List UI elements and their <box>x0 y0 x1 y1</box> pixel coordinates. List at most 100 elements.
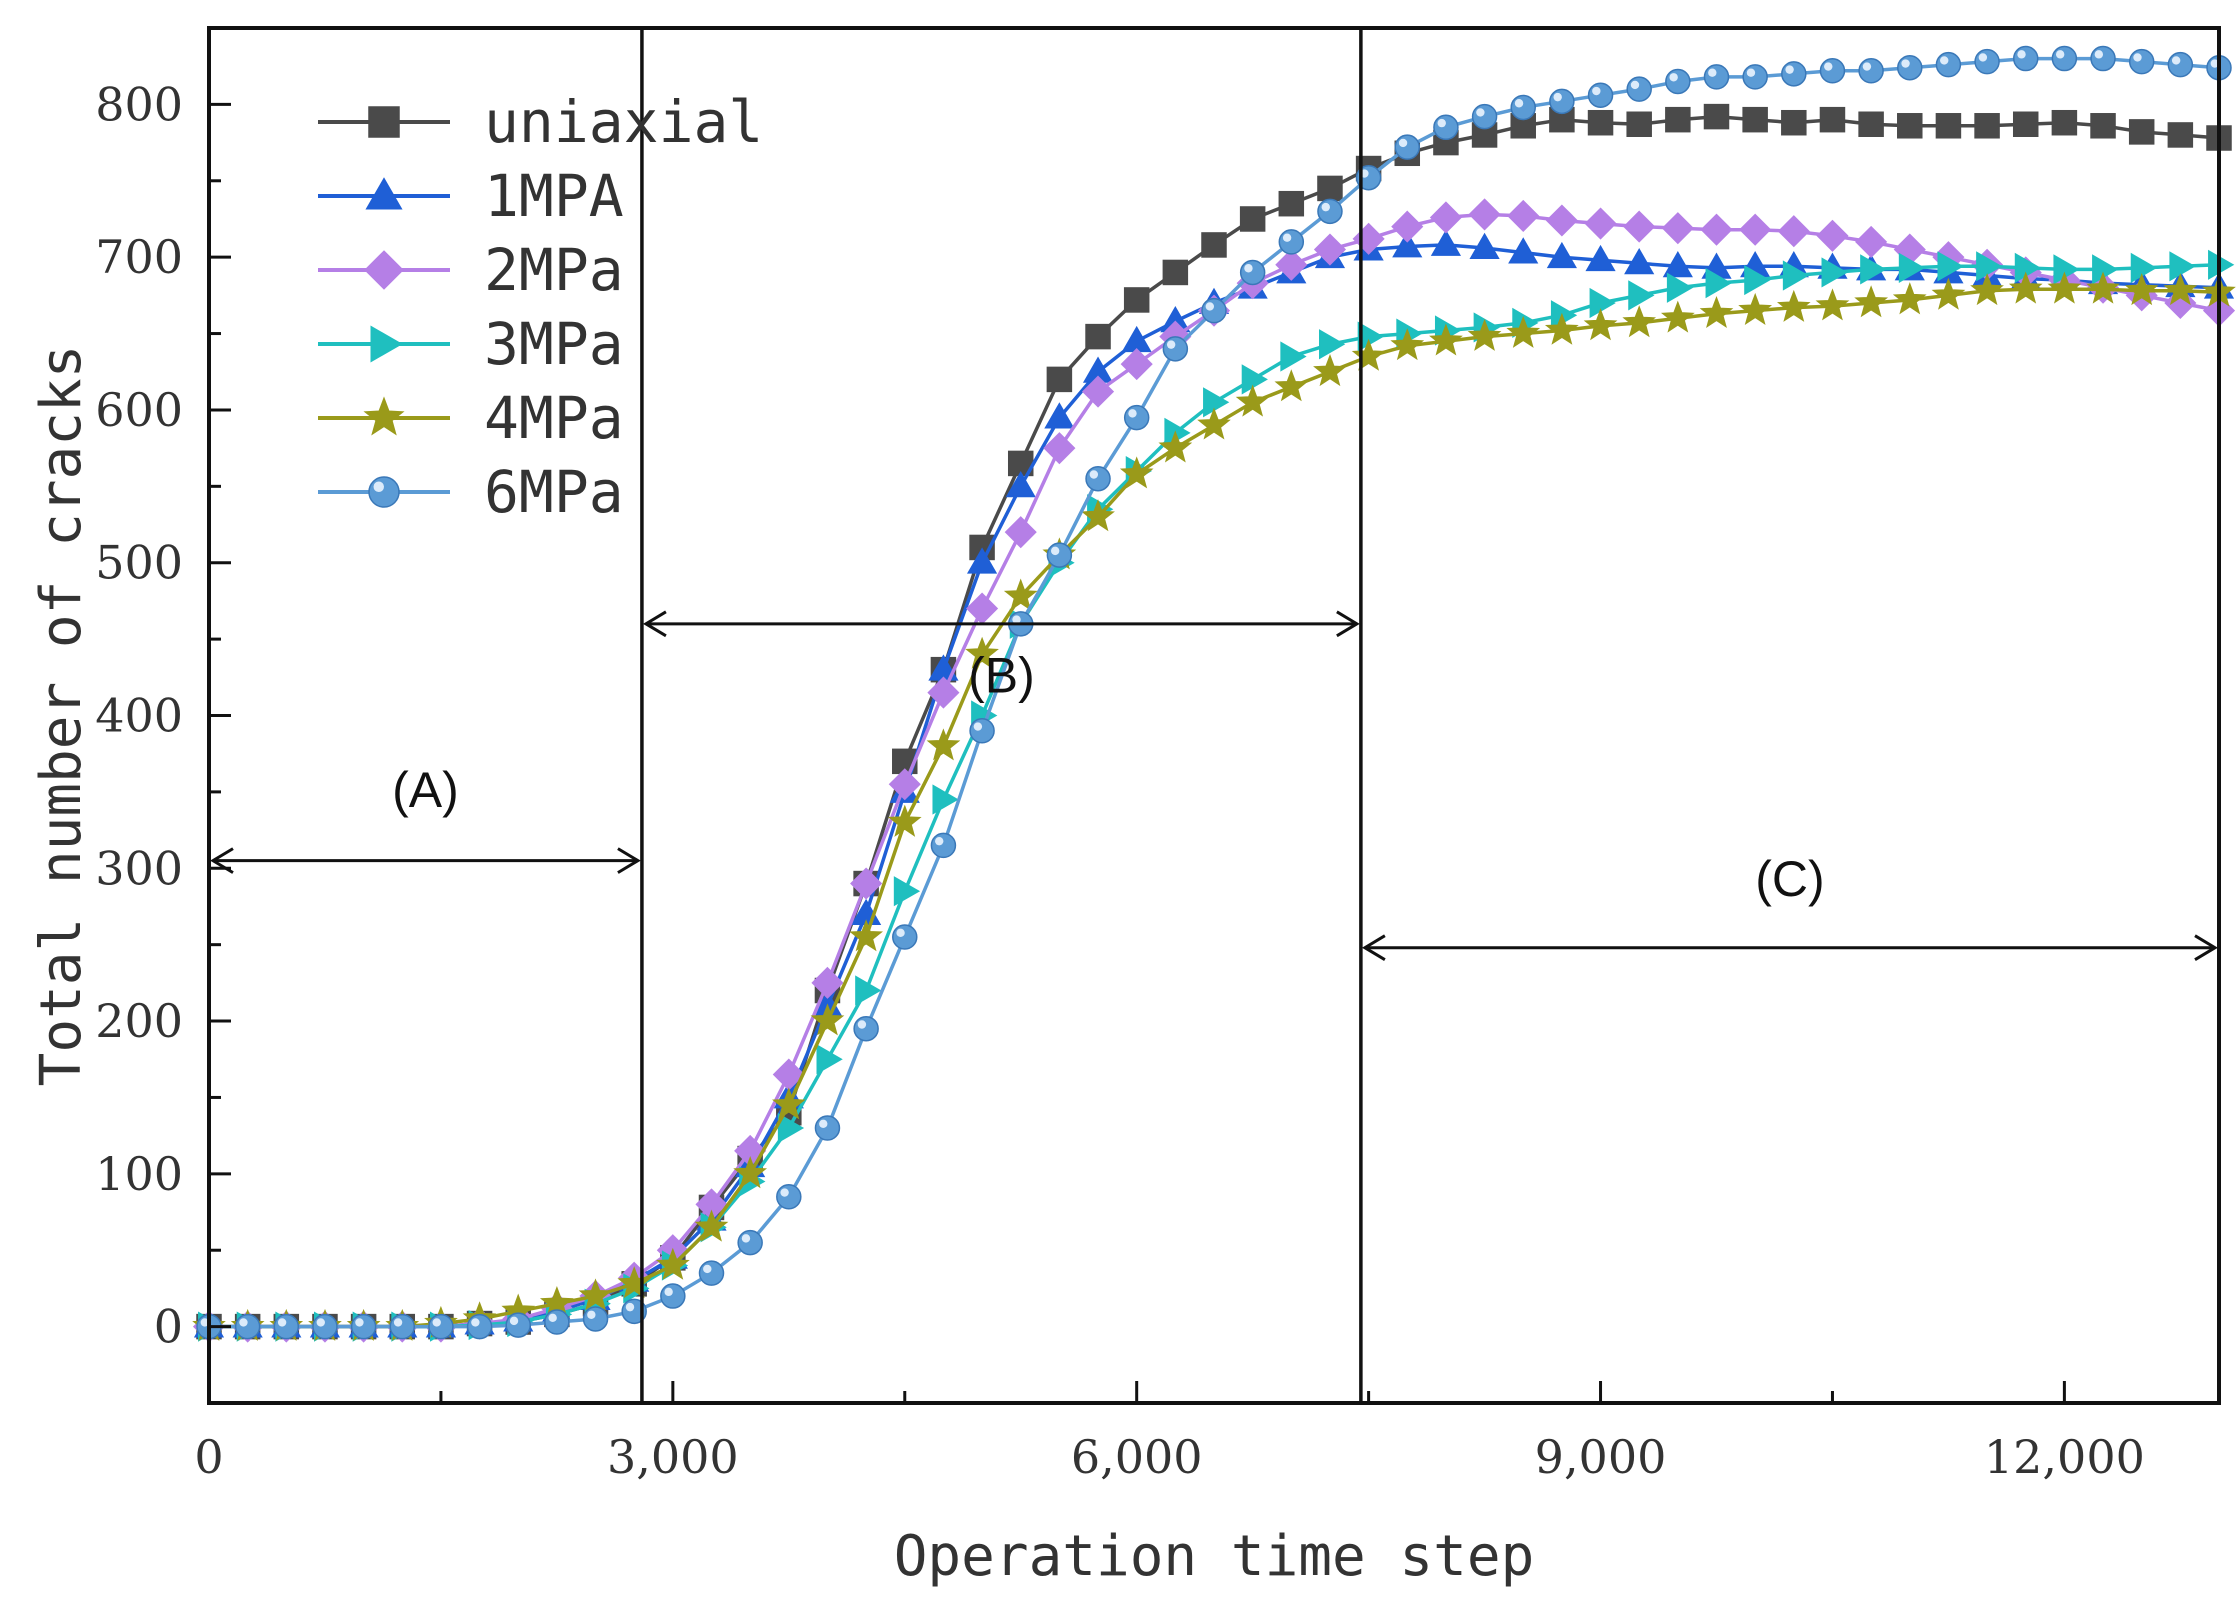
data-point-6MPa-highlight <box>1746 68 1756 77</box>
data-point-6MPa-highlight <box>1437 118 1446 128</box>
data-point-6MPa-highlight <box>2210 59 2219 68</box>
data-point-2MPa <box>1816 219 1849 252</box>
data-point-3MPa <box>1357 321 1384 352</box>
data-point-4MPa <box>1660 300 1695 333</box>
data-point-6MPa-highlight <box>741 1234 751 1243</box>
data-point-6MPa-body <box>1394 134 1421 160</box>
data-point-4MPa <box>1197 407 1231 440</box>
y-tick-label: 200 <box>95 994 183 1048</box>
data-point-6MPa <box>892 924 918 950</box>
data-point-4MPa <box>617 1266 652 1299</box>
data-point-3MPa <box>1976 251 2003 282</box>
data-point-4MPa <box>1931 277 1966 310</box>
data-point-3MPa <box>2092 254 2119 285</box>
y-tick-label: 500 <box>95 536 183 590</box>
region-boundaries <box>640 28 1363 1403</box>
legend-swatch-marker <box>365 177 403 210</box>
data-point-6MPa-highlight <box>1940 56 1949 65</box>
data-point-6MPa-body <box>1433 114 1459 141</box>
data-point-6MPa-highlight <box>1708 68 1717 77</box>
data-point-6MPa-body <box>1278 229 1305 255</box>
data-point-6MPa-highlight <box>1978 53 1988 62</box>
data-point-1MPA <box>1508 237 1539 264</box>
data-point-6MPa-highlight <box>1514 99 1524 108</box>
data-point-6MPa-body <box>1549 88 1575 115</box>
data-point-4MPa <box>1970 273 2004 306</box>
data-point-6MPa <box>1471 103 1498 130</box>
data-point-6MPa-highlight <box>355 1318 364 1327</box>
x-tick-label: 12,000 <box>1984 1430 2145 1484</box>
data-point-6MPa-body <box>1935 51 1962 78</box>
data-point-6MPa-body <box>2167 51 2194 78</box>
legend-swatch-marker <box>364 250 404 290</box>
data-point-6MPa-body <box>1123 404 1150 431</box>
data-point-4MPa <box>1158 430 1193 463</box>
data-point-6MPa-body <box>1085 465 1111 492</box>
data-point-6MPa-body <box>2128 48 2155 75</box>
data-point-6MPa <box>1510 94 1536 121</box>
data-point-6MPa-body <box>1201 297 1227 324</box>
annotation-label: (B) <box>968 648 1035 704</box>
data-point-6MPa <box>1394 134 1421 160</box>
data-point-uniaxial <box>1085 323 1111 350</box>
data-point-6MPa-highlight <box>2055 50 2065 59</box>
data-point-4MPa <box>1622 305 1657 338</box>
data-point-uniaxial <box>1278 190 1305 217</box>
data-point-1MPA <box>1392 231 1423 258</box>
legend-item-6MPa: 6MPa <box>318 458 624 526</box>
data-point-uniaxial <box>1858 111 1884 137</box>
data-point-6MPa <box>505 1312 531 1338</box>
data-point-6MPa-highlight <box>1630 80 1640 90</box>
data-point-6MPa <box>1123 404 1150 431</box>
data-point-3MPa <box>855 975 882 1006</box>
data-point-3MPa <box>816 1044 843 1075</box>
legend-swatch-marker <box>368 476 400 508</box>
data-point-6MPa-body <box>853 1015 879 1042</box>
data-point-2MPa <box>1584 207 1617 240</box>
data-point-3MPa <box>1319 329 1346 360</box>
data-point-uniaxial <box>1742 106 1768 133</box>
data-point-uniaxial <box>2051 109 2078 136</box>
data-point-6MPa-body <box>312 1313 338 1340</box>
data-point-3MPa <box>1241 364 1268 395</box>
data-point-6MPa <box>1781 61 1807 87</box>
data-point-6MPa-highlight <box>587 1310 596 1319</box>
data-point-2MPa <box>1313 233 1347 266</box>
data-point-6MPa <box>1974 48 2000 75</box>
data-point-2MPa <box>927 676 960 709</box>
data-point-3MPa <box>2169 251 2196 282</box>
data-point-uniaxial <box>1162 259 1189 286</box>
data-point-6MPa-highlight <box>1553 92 1562 102</box>
data-point-4MPa <box>771 1087 806 1120</box>
data-point-6MPa <box>1433 114 1459 141</box>
data-point-uniaxial <box>1703 103 1730 130</box>
data-point-4MPa <box>1506 315 1541 348</box>
data-point-2MPa <box>1468 198 1501 231</box>
data-point-2MPa <box>1043 432 1076 465</box>
data-point-6MPa-highlight <box>277 1318 287 1327</box>
data-point-uniaxial <box>1046 366 1073 393</box>
data-point-6MPa <box>2051 45 2078 72</box>
data-point-6MPa <box>1201 297 1227 324</box>
data-point-6MPa-highlight <box>1089 470 1099 479</box>
data-point-6MPa-body <box>1781 61 1807 87</box>
data-point-6MPa-highlight <box>625 1302 635 1312</box>
data-point-6MPa <box>1278 229 1305 255</box>
data-point-3MPa <box>777 1112 805 1144</box>
data-point-6MPa-body <box>1587 82 1614 108</box>
data-point-6MPa-body <box>1897 54 1923 81</box>
y-tick-label: 400 <box>95 689 183 743</box>
data-point-2MPa <box>888 768 921 801</box>
data-point-6MPa <box>1703 64 1730 90</box>
series-line-2MPa <box>209 212 2220 1329</box>
data-point-6MPa-highlight <box>1862 62 1872 71</box>
data-point-uniaxial <box>1317 175 1343 202</box>
data-point-6MPa-body <box>428 1313 454 1340</box>
data-point-2MPa <box>811 966 844 999</box>
data-point-2MPa <box>1700 213 1733 246</box>
legend-label: 3MPa <box>484 310 624 378</box>
data-point-6MPa <box>2128 48 2155 75</box>
data-point-4MPa <box>2008 271 2043 304</box>
